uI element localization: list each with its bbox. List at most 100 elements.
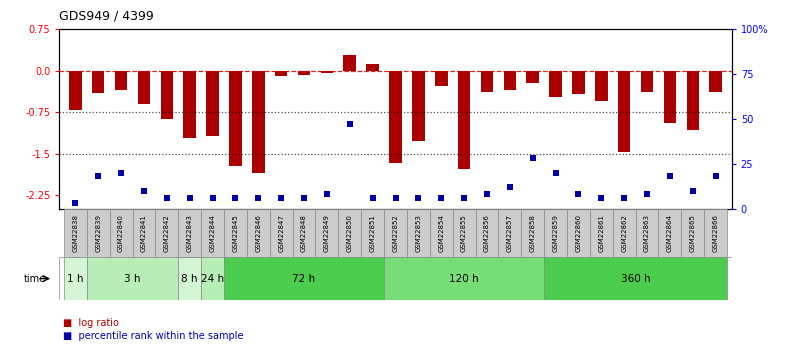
Bar <box>224 257 384 300</box>
Text: 360 h: 360 h <box>621 274 650 284</box>
Point <box>366 195 379 201</box>
Bar <box>201 257 224 300</box>
Bar <box>544 257 727 300</box>
Bar <box>618 71 630 152</box>
Text: GSM22838: GSM22838 <box>72 214 78 252</box>
Text: GSM22864: GSM22864 <box>667 214 673 252</box>
Text: GSM22848: GSM22848 <box>301 214 307 252</box>
Bar <box>138 71 150 104</box>
Point <box>481 191 494 197</box>
Bar <box>115 71 127 90</box>
Point <box>297 195 310 201</box>
Text: GDS949 / 4399: GDS949 / 4399 <box>59 9 154 22</box>
Text: 1 h: 1 h <box>67 274 84 284</box>
Text: GSM22839: GSM22839 <box>95 214 101 252</box>
Text: GSM22860: GSM22860 <box>575 214 581 252</box>
Text: GSM22861: GSM22861 <box>598 214 604 252</box>
Bar <box>224 209 247 257</box>
Bar <box>366 63 379 71</box>
Point <box>710 174 722 179</box>
Bar <box>320 71 333 73</box>
Bar <box>613 209 636 257</box>
Bar <box>412 71 425 141</box>
Text: GSM22847: GSM22847 <box>278 214 284 252</box>
Point <box>504 185 517 190</box>
Bar <box>567 209 590 257</box>
Bar <box>316 209 339 257</box>
Bar <box>452 209 475 257</box>
Bar <box>252 71 264 173</box>
Bar <box>184 71 196 138</box>
Bar <box>435 71 448 86</box>
Bar <box>572 71 585 94</box>
Bar <box>92 71 104 93</box>
Text: GSM22866: GSM22866 <box>713 214 719 252</box>
Text: GSM22859: GSM22859 <box>553 214 558 252</box>
Bar <box>178 209 201 257</box>
Bar <box>201 209 224 257</box>
Point <box>184 195 196 201</box>
Bar <box>229 71 242 166</box>
Point <box>115 170 127 176</box>
Bar <box>270 209 293 257</box>
Bar <box>664 71 676 123</box>
Point <box>252 195 265 201</box>
Bar <box>595 71 607 101</box>
Text: GSM22846: GSM22846 <box>255 214 261 252</box>
Point <box>595 195 607 201</box>
Point <box>618 195 630 201</box>
Text: ■  log ratio: ■ log ratio <box>63 318 119 327</box>
Point <box>92 174 104 179</box>
Text: GSM22840: GSM22840 <box>118 214 124 252</box>
Bar <box>430 209 452 257</box>
Text: 24 h: 24 h <box>201 274 224 284</box>
Bar <box>69 71 81 110</box>
Text: GSM22865: GSM22865 <box>690 214 696 252</box>
Bar <box>361 209 384 257</box>
Bar <box>407 209 430 257</box>
Bar <box>343 55 356 71</box>
Text: GSM22851: GSM22851 <box>369 214 376 252</box>
Bar <box>527 71 539 83</box>
Bar <box>64 209 87 257</box>
Bar <box>641 71 653 92</box>
Bar <box>161 71 173 119</box>
Bar <box>155 209 178 257</box>
Text: GSM22842: GSM22842 <box>164 214 170 252</box>
Bar <box>133 209 155 257</box>
Point <box>229 195 242 201</box>
Text: GSM22849: GSM22849 <box>324 214 330 252</box>
Bar <box>339 209 361 257</box>
Text: GSM22863: GSM22863 <box>644 214 650 252</box>
Bar <box>389 71 402 164</box>
Point <box>641 191 653 197</box>
Bar <box>504 71 517 90</box>
Text: GSM22850: GSM22850 <box>346 214 353 252</box>
Bar <box>544 209 567 257</box>
Text: GSM22845: GSM22845 <box>233 214 238 252</box>
Bar <box>681 209 704 257</box>
Bar <box>636 209 658 257</box>
Bar <box>247 209 270 257</box>
Text: GSM22855: GSM22855 <box>461 214 467 252</box>
Point <box>320 191 333 197</box>
Point <box>389 195 402 201</box>
Text: GSM22857: GSM22857 <box>507 214 513 252</box>
Text: GSM22856: GSM22856 <box>484 214 490 252</box>
Point <box>206 195 219 201</box>
Text: 120 h: 120 h <box>449 274 479 284</box>
Text: GSM22844: GSM22844 <box>210 214 216 252</box>
Text: GSM22854: GSM22854 <box>438 214 445 252</box>
Bar <box>549 71 562 97</box>
Point <box>526 156 539 161</box>
Bar <box>87 257 178 300</box>
Point <box>343 122 356 127</box>
Bar <box>274 71 287 76</box>
Bar <box>178 257 201 300</box>
Point <box>138 188 150 194</box>
Point <box>274 195 287 201</box>
Text: GSM22862: GSM22862 <box>621 214 627 252</box>
Point <box>572 191 585 197</box>
Bar <box>87 209 110 257</box>
Bar <box>658 209 681 257</box>
